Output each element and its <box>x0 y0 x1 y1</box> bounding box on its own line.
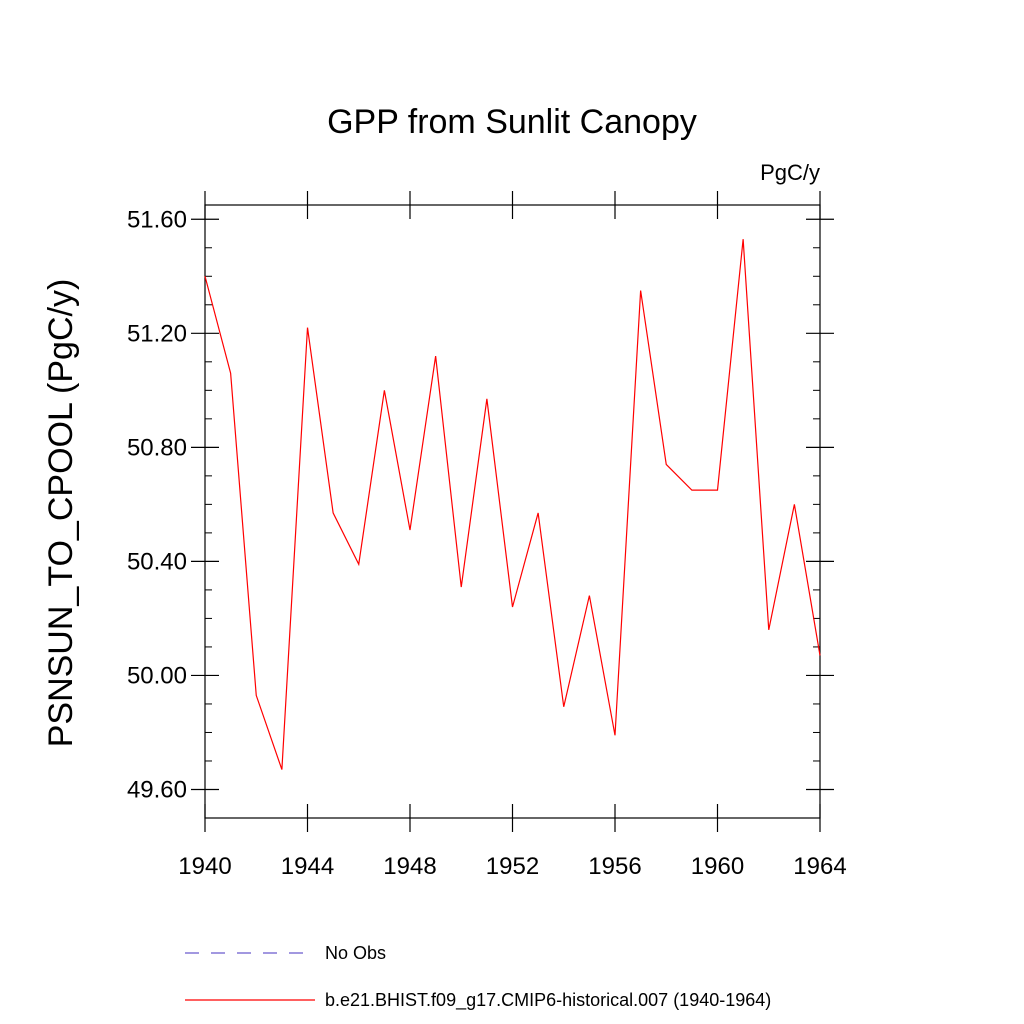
series-line-model <box>204 239 821 770</box>
series-layer <box>204 239 821 770</box>
y-tick-label: 51.60 <box>127 206 187 233</box>
y-tick-label: 50.40 <box>127 548 187 575</box>
x-tick-label: 1940 <box>178 853 231 880</box>
x-tick-label: 1956 <box>588 853 641 880</box>
axes: 1940 1944 1948 1952 1956 1960 1964 49.60 50.00 50… <box>127 191 847 880</box>
legend-label-no-obs: No Obs <box>325 943 386 963</box>
x-tick-label: 1948 <box>383 853 436 880</box>
y-tick-label: 49.60 <box>127 776 187 803</box>
legend: No Obs b.e21.BHIST.f09_g17.CMIP6-histori… <box>185 943 771 1011</box>
y-axis-label: PSNSUN_TO_CPOOL (PgC/y) <box>42 279 80 748</box>
x-tick-label: 1944 <box>281 853 334 880</box>
x-tick-label: 1952 <box>486 853 539 880</box>
y-tick-label: 51.20 <box>127 320 187 347</box>
y-tick-label: 50.00 <box>127 662 187 689</box>
x-tick-label: 1964 <box>793 853 846 880</box>
legend-label-model: b.e21.BHIST.f09_g17.CMIP6-historical.007… <box>325 990 771 1011</box>
chart-title: GPP from Sunlit Canopy <box>327 103 697 141</box>
x-tick-label: 1960 <box>691 853 744 880</box>
units-label: PgC/y <box>760 160 820 185</box>
y-tick-label: 50.80 <box>127 434 187 461</box>
